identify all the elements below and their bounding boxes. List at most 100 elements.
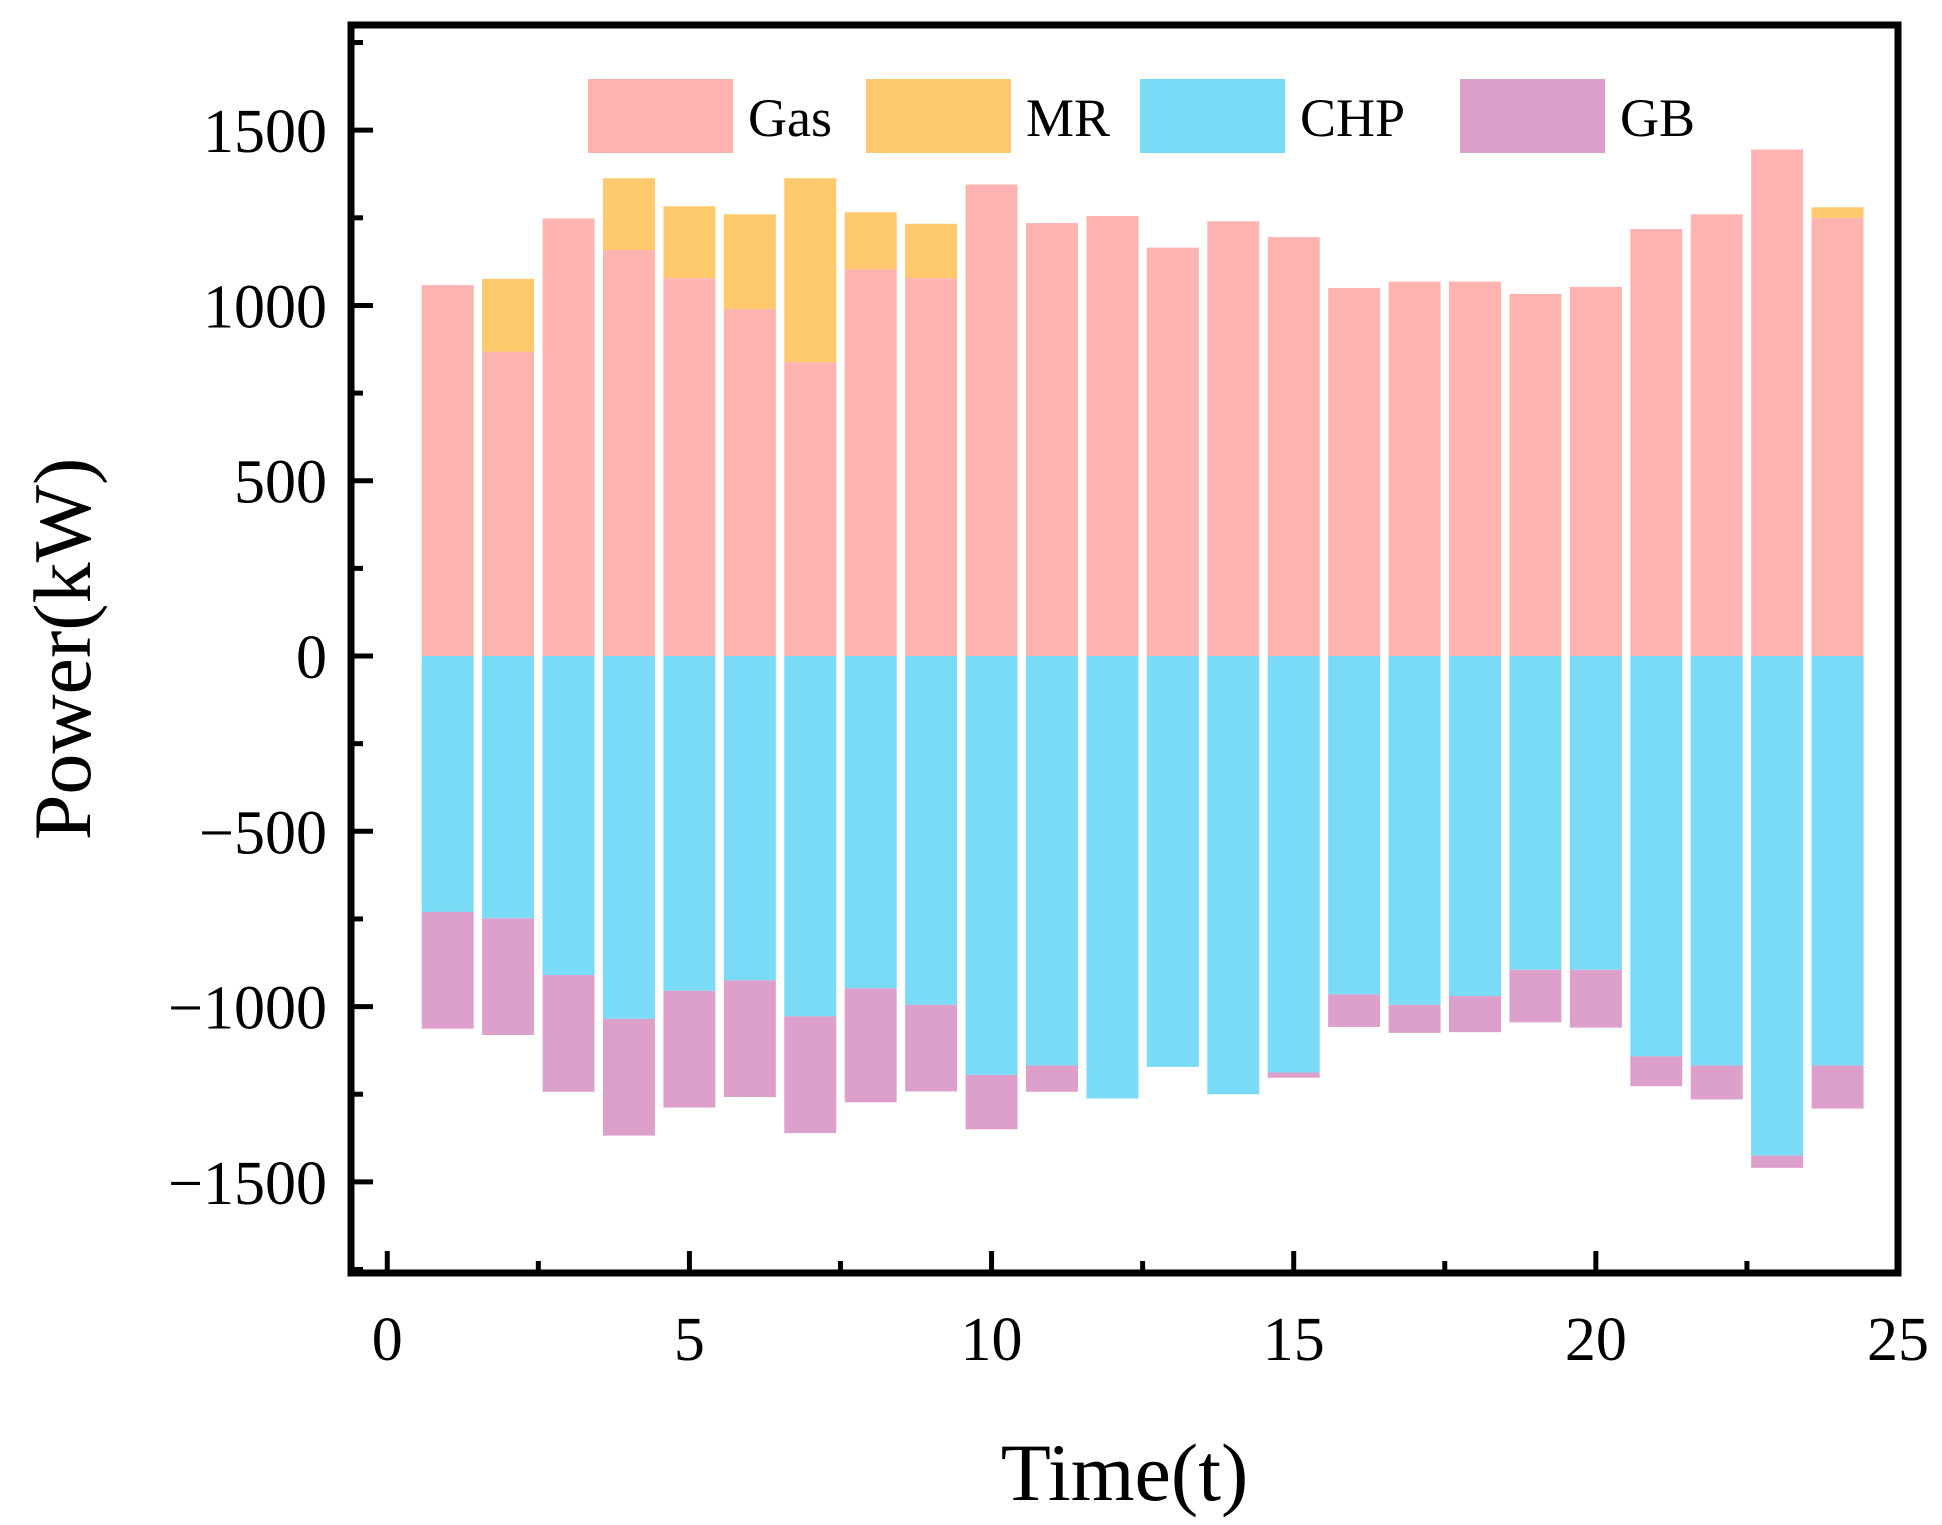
bar-mr-t2: [482, 278, 535, 352]
bar-gas-t13: [1146, 247, 1199, 657]
y-tick-label: 0: [296, 624, 327, 692]
bar-gb-t16: [1328, 994, 1381, 1027]
bar-gas-t20: [1569, 286, 1622, 657]
bar-gb-t11: [1025, 1065, 1078, 1092]
bar-mr-t24: [1811, 207, 1864, 218]
bar-chp-t22: [1690, 656, 1743, 1066]
bar-chp-t19: [1509, 656, 1562, 970]
legend-label: Gas: [748, 88, 832, 148]
y-tick-label: −1500: [168, 1150, 327, 1218]
legend-item-gb: GB: [1460, 79, 1695, 153]
legend-label: MR: [1026, 88, 1110, 148]
bar-chp-t11: [1025, 656, 1078, 1066]
bar-gas-t8: [844, 269, 897, 657]
bar-gb-t3: [542, 975, 595, 1092]
bar-gb-t23: [1751, 1155, 1804, 1168]
x-tick-labels: 0 5 10 15 20 25: [372, 1306, 1929, 1374]
legend-swatch: [866, 79, 1011, 153]
plot-frame: [347, 21, 1902, 1277]
bar-chp-t8: [844, 656, 897, 989]
x-tick-label: 25: [1867, 1306, 1929, 1374]
bar-gas-t11: [1025, 223, 1078, 657]
y-tick-label: −500: [199, 799, 327, 867]
legend-item-chp: CHP: [1140, 79, 1405, 153]
y-tick-labels: −1500 −1000 −500 0 500 1000 1500: [168, 98, 327, 1218]
bar-gas-t5: [663, 278, 716, 657]
legend-swatch: [1140, 79, 1285, 153]
bar-mr-t8: [844, 212, 897, 270]
legend-label: GB: [1620, 88, 1695, 148]
bar-gb-t19: [1509, 969, 1562, 1023]
bar-chp-t20: [1569, 656, 1622, 970]
bar-gas-t19: [1509, 293, 1562, 657]
bar-gas-t21: [1630, 229, 1683, 657]
bar-gb-t1: [421, 911, 474, 1029]
bar-gas-t24: [1811, 217, 1864, 657]
bar-chp-t9: [905, 656, 958, 1005]
legend: Gas MR CHP GB: [588, 79, 1695, 153]
bar-mr-t4: [602, 178, 655, 251]
bar-gb-t15: [1267, 1072, 1320, 1078]
bar-mr-t5: [663, 206, 716, 279]
bar-gb-t10: [965, 1074, 1018, 1130]
bar-gas-t4: [602, 250, 655, 657]
x-tick-label: 5: [674, 1306, 705, 1374]
bar-gb-t18: [1449, 996, 1501, 1033]
bar-gas-t9: [905, 278, 958, 657]
bar-gb-t2: [482, 918, 535, 1035]
bar-gas-t15: [1267, 237, 1320, 657]
bar-gas-t14: [1207, 221, 1260, 657]
bar-gb-t9: [905, 1004, 958, 1092]
bar-chp-t6: [723, 656, 776, 981]
bar-gas-t16: [1328, 287, 1381, 657]
bar-gb-t4: [602, 1018, 655, 1136]
bar-gas-t6: [723, 308, 776, 657]
bar-gas-t17: [1388, 281, 1441, 657]
bar-mr-t9: [905, 223, 958, 279]
bar-mr-t7: [784, 178, 837, 363]
bar-chp-t5: [663, 656, 716, 991]
bar-chp-t23: [1751, 656, 1804, 1156]
bar-chp-t13: [1146, 656, 1199, 1067]
bar-chp-t4: [602, 656, 655, 1019]
bar-gas-t1: [421, 285, 474, 657]
legend-item-gas: Gas: [588, 79, 832, 153]
bar-gas-t18: [1449, 281, 1501, 657]
bar-chp-t16: [1328, 656, 1381, 995]
y-tick-label: −1000: [168, 975, 327, 1043]
y-tick-label: 1500: [203, 98, 327, 166]
x-tick-label: 15: [1263, 1306, 1325, 1374]
bar-gb-t22: [1690, 1065, 1743, 1100]
bar-chp-t3: [542, 656, 595, 976]
bar-gb-t24: [1811, 1065, 1864, 1109]
bar-chp-t7: [784, 656, 837, 1017]
bar-gb-t5: [663, 990, 716, 1108]
bar-chp-t17: [1388, 656, 1441, 1005]
bars-layer: [421, 149, 1864, 1168]
bar-chp-t21: [1630, 656, 1683, 1057]
bar-gas-t12: [1086, 216, 1139, 657]
bar-gb-t8: [844, 988, 897, 1103]
bar-gb-t6: [723, 980, 776, 1098]
legend-swatch: [1460, 79, 1605, 153]
bar-chp-t24: [1811, 656, 1864, 1066]
x-tick-label: 20: [1565, 1306, 1627, 1374]
bar-gb-t17: [1388, 1004, 1441, 1033]
y-tick-label: 1000: [203, 273, 327, 341]
bar-chp-t14: [1207, 656, 1260, 1095]
legend-swatch: [588, 79, 733, 153]
bar-chp-t18: [1449, 656, 1501, 997]
legend-label: CHP: [1300, 88, 1405, 148]
bar-chp-t2: [482, 656, 535, 919]
bar-gas-t2: [482, 351, 535, 657]
bar-gb-t7: [784, 1016, 837, 1134]
bar-gas-t22: [1690, 214, 1743, 657]
bar-gas-t10: [965, 184, 1018, 657]
bar-gas-t7: [784, 362, 837, 657]
y-tick-label: 500: [234, 449, 327, 517]
bar-gas-t23: [1751, 149, 1804, 657]
tick-marks: [351, 40, 1901, 1273]
bar-gb-t21: [1630, 1056, 1683, 1087]
y-axis-title: Power(kW): [17, 458, 108, 841]
